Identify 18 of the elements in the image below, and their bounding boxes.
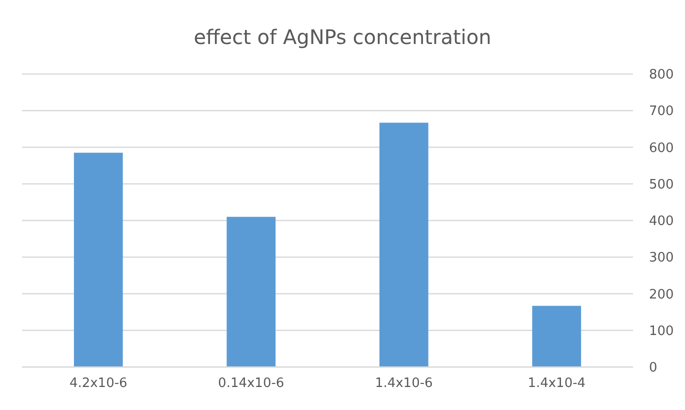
x-tick-label: 1.4x10-6 xyxy=(374,376,433,391)
y-tick-label: 100 xyxy=(649,324,674,339)
bar xyxy=(74,152,123,367)
x-tick-label: 0.14x10-6 xyxy=(218,376,284,391)
bar xyxy=(532,306,582,367)
y-tick-label: 0 xyxy=(649,360,658,376)
y-tick-label: 300 xyxy=(649,250,674,266)
x-tick-label: 4.2x10-6 xyxy=(69,376,128,391)
bar xyxy=(226,216,276,367)
chart-title: effect of AgNPs concentration xyxy=(194,25,492,49)
bar xyxy=(379,122,428,367)
y-tick-label: 700 xyxy=(649,104,674,120)
x-tick-label: 1.4x10-4 xyxy=(528,376,586,391)
y-tick-label: 200 xyxy=(649,287,674,302)
y-tick-label: 600 xyxy=(649,140,674,156)
y-tick-label: 400 xyxy=(649,214,674,230)
y-tick-label: 800 xyxy=(649,68,674,83)
y-tick-label: 500 xyxy=(649,177,674,192)
